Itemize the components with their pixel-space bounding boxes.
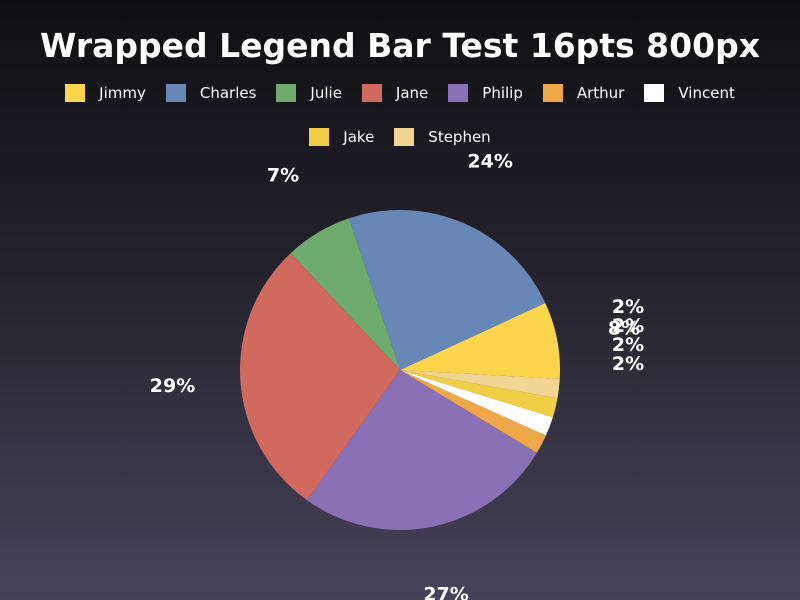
chart-title: Wrapped Legend Bar Test 16pts 800px bbox=[40, 26, 760, 65]
legend-swatch-charles bbox=[165, 84, 186, 102]
legend-label-philip: Philip bbox=[482, 84, 523, 102]
legend-item-charles: Charles bbox=[165, 84, 257, 102]
pie-label-jimmy: 8% bbox=[608, 317, 640, 339]
pie-slice-julie bbox=[290, 218, 400, 370]
pie-label-philip: 27% bbox=[423, 583, 468, 600]
pie-label-julie: 7% bbox=[267, 164, 299, 186]
legend-swatch-arthur bbox=[542, 84, 563, 102]
legend-item-vincent: Vincent bbox=[644, 84, 735, 102]
legend-swatch-stephen bbox=[394, 128, 415, 146]
pie-label-arthur: 2% bbox=[612, 296, 644, 318]
pie-slice-vincent bbox=[400, 370, 553, 436]
pie-slice-jane bbox=[240, 253, 400, 501]
pie-label-jake: 2% bbox=[612, 334, 644, 356]
pie-slice-arthur bbox=[400, 370, 546, 453]
legend-item-philip: Philip bbox=[448, 84, 523, 102]
legend-swatch-vincent bbox=[644, 84, 665, 102]
legend-item-julie: Julie bbox=[276, 84, 342, 102]
pie-slice-jake bbox=[400, 370, 558, 418]
legend-label-jake: Jake bbox=[343, 128, 375, 146]
legend-item-arthur: Arthur bbox=[542, 84, 625, 102]
legend-label-stephen: Stephen bbox=[428, 128, 491, 146]
legend-swatch-julie bbox=[276, 84, 297, 102]
legend-row-1: Jimmy Charles Julie Jane Philip Arthur V… bbox=[0, 84, 800, 102]
legend-label-jane: Jane bbox=[395, 84, 429, 102]
pie-label-stephen: 2% bbox=[612, 353, 644, 375]
legend-item-jane: Jane bbox=[361, 84, 429, 102]
pie-slice-charles bbox=[348, 210, 546, 370]
legend-item-jake: Jake bbox=[309, 128, 374, 146]
legend-swatch-philip bbox=[448, 84, 469, 102]
legend-item-jimmy: Jimmy bbox=[65, 84, 146, 102]
legend-swatch-jake bbox=[309, 128, 330, 146]
pie-slice-jimmy bbox=[400, 302, 560, 379]
legend-label-julie: Julie bbox=[310, 84, 342, 102]
legend-item-stephen: Stephen bbox=[394, 128, 491, 146]
pie-label-jane: 29% bbox=[150, 375, 195, 397]
pie-label-vincent: 2% bbox=[612, 315, 644, 337]
legend-swatch-jane bbox=[361, 84, 382, 102]
pie-label-charles: 24% bbox=[467, 151, 512, 173]
legend-label-arthur: Arthur bbox=[576, 84, 625, 102]
legend-label-vincent: Vincent bbox=[678, 84, 735, 102]
pie-slice-stephen bbox=[400, 370, 560, 399]
legend-swatch-jimmy bbox=[65, 84, 86, 102]
legend-label-jimmy: Jimmy bbox=[99, 84, 146, 102]
legend-label-charles: Charles bbox=[199, 84, 257, 102]
pie-slice-philip bbox=[307, 370, 537, 530]
legend-row-2: Jake Stephen bbox=[0, 128, 800, 146]
